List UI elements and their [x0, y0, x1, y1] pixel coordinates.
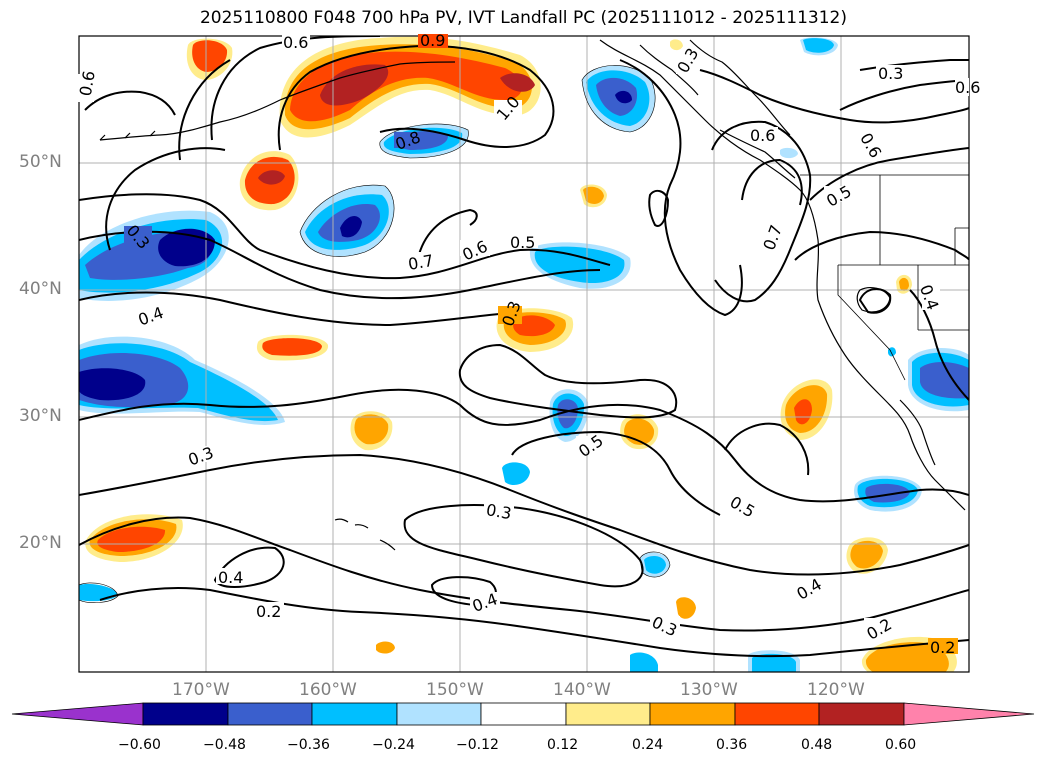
colorbar-swatch — [396, 702, 482, 726]
contour-label: 0.6 — [283, 33, 308, 52]
gridlines — [79, 36, 969, 672]
colorbar-swatch — [480, 702, 567, 726]
contour-label: 0.2 — [256, 602, 281, 621]
contour-label: 0.5 — [510, 233, 535, 252]
ivt-thin-contours — [79, 65, 671, 603]
colorbar-swatch — [311, 702, 398, 726]
contour-label: 0.3 — [878, 64, 903, 83]
colorbar-tick: −0.24 — [372, 737, 415, 753]
colorbar-swatch — [565, 702, 651, 726]
contour-label: 0.6 — [76, 69, 99, 97]
colorbar-swatch — [227, 702, 313, 726]
colorbar-tick: −0.60 — [118, 737, 161, 753]
contour-label: 0.6 — [750, 126, 775, 145]
ivt-contours — [79, 36, 969, 658]
colorbar-tick: 0.36 — [716, 737, 748, 753]
lon-label: 160°W — [299, 680, 357, 700]
lat-label: 30°N — [19, 406, 62, 426]
colorbar-swatch — [818, 702, 905, 726]
colorbar-tick: 0.12 — [547, 737, 579, 753]
contour-label: 0.2 — [930, 638, 955, 657]
lat-label: 40°N — [19, 279, 62, 299]
contour-label: 0.9 — [420, 31, 445, 50]
colorbar-extend-high — [903, 702, 1035, 726]
contour-label: 0.3 — [485, 500, 513, 523]
colorbar-tick: 0.24 — [632, 737, 664, 753]
lon-label: 170°W — [172, 680, 230, 700]
colorbar-swatch — [734, 702, 820, 726]
colorbar-tick: 0.48 — [801, 737, 833, 753]
colorbar — [11, 702, 1035, 726]
coastlines — [99, 39, 966, 551]
pv-positive-fills — [85, 36, 957, 672]
lon-label: 130°W — [680, 680, 738, 700]
lat-label: 50°N — [19, 152, 62, 172]
state-borders — [800, 174, 969, 381]
lon-label: 150°W — [426, 680, 484, 700]
map-title: 2025110800 F048 700 hPa PV, IVT Landfall… — [199, 8, 847, 28]
colorbar-extend-low — [11, 702, 144, 726]
contour-label: 0.7 — [407, 251, 435, 274]
lon-label: 140°W — [553, 680, 611, 700]
colorbar-tick: −0.36 — [287, 737, 330, 753]
contour-label: 0.4 — [218, 568, 243, 587]
colorbar-swatch — [142, 702, 229, 726]
map-frame — [78, 35, 970, 673]
lat-label: 20°N — [19, 533, 62, 553]
colorbar-swatch — [649, 702, 736, 726]
colorbar-tick: 0.60 — [885, 737, 917, 753]
contour-label: 0.6 — [955, 78, 980, 97]
lon-label: 120°W — [807, 680, 865, 700]
colorbar-tick: −0.12 — [456, 737, 499, 753]
map-area — [79, 36, 969, 672]
colorbar-tick: −0.48 — [203, 737, 246, 753]
